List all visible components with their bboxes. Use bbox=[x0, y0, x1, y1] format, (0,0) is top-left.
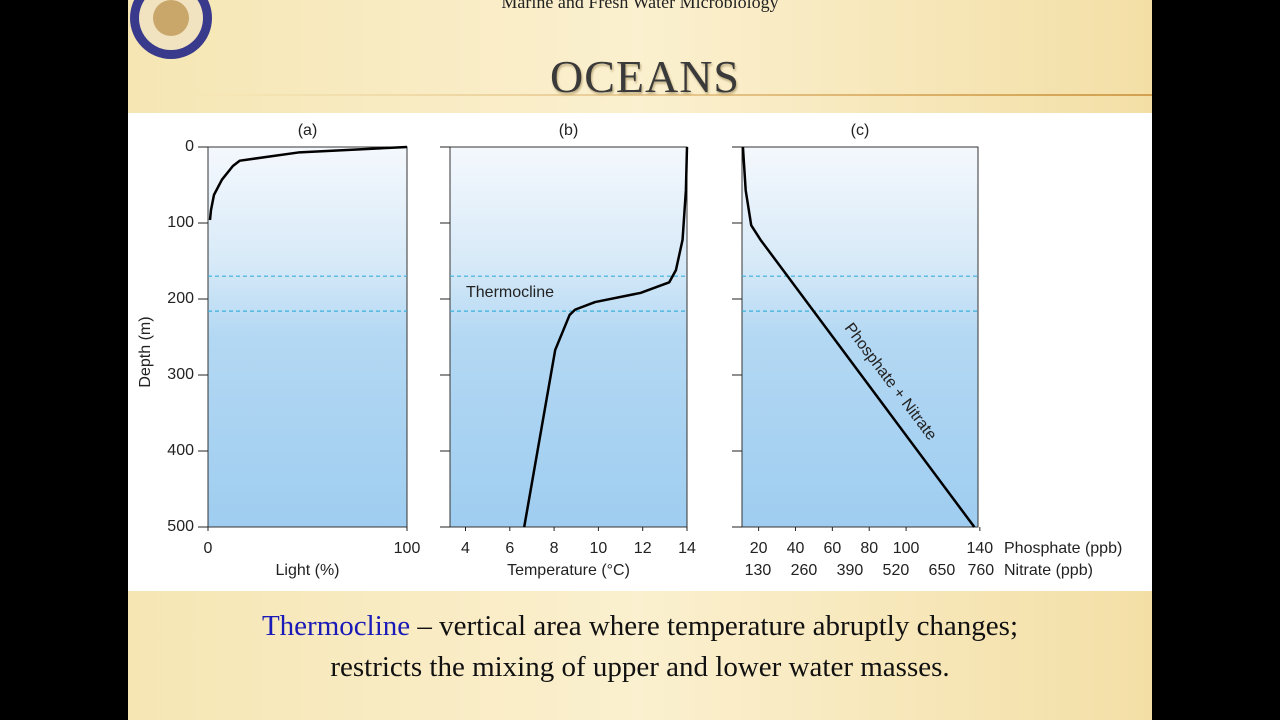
plot-area bbox=[207, 146, 408, 528]
x2-tick-label: 760 bbox=[967, 562, 994, 579]
panel-title: (c) bbox=[851, 122, 870, 139]
x2-tick-label: 520 bbox=[883, 562, 910, 579]
annotation: Thermocline bbox=[466, 284, 554, 301]
x-tick-label: 100 bbox=[893, 540, 920, 557]
x-tick-label: 100 bbox=[394, 540, 421, 557]
x-tick-label: 14 bbox=[678, 540, 696, 557]
x-tick-label: 20 bbox=[750, 540, 768, 557]
profile-line bbox=[741, 146, 976, 528]
caption-term: Thermocline bbox=[261, 610, 411, 642]
x-tick-label: 4 bbox=[461, 540, 470, 557]
x-tick-label: 140 bbox=[966, 540, 993, 557]
y-tick-label: 0 bbox=[185, 138, 194, 155]
panel-title: (a) bbox=[298, 122, 318, 139]
y-axis-label: Depth (m) bbox=[137, 316, 154, 387]
x2-axis-label: Nitrate (ppb) bbox=[1004, 562, 1093, 579]
y-tick-label: 100 bbox=[167, 214, 194, 231]
y-tick-label: 300 bbox=[167, 366, 194, 383]
y-tick-label: 400 bbox=[167, 442, 194, 459]
slide-title: OCEANS bbox=[549, 51, 741, 102]
profile-line bbox=[522, 146, 689, 528]
x-tick-label: 60 bbox=[823, 540, 841, 557]
x-tick-label: 80 bbox=[860, 540, 878, 557]
title-rule bbox=[188, 94, 1152, 96]
x2-tick-label: 650 bbox=[929, 562, 956, 579]
caption: Thermocline – vertical area where temper… bbox=[128, 606, 1152, 688]
caption-text: – vertical area where temperature abrupt… bbox=[417, 610, 1019, 642]
caption-text: restricts the mixing of upper and lower … bbox=[330, 651, 950, 683]
logo bbox=[130, 0, 212, 59]
x-axis-label: Temperature (°C) bbox=[507, 562, 630, 579]
plot-area bbox=[741, 146, 979, 528]
x-tick-label: 10 bbox=[590, 540, 608, 557]
x2-tick-label: 130 bbox=[745, 562, 772, 579]
x-axis-label: Phosphate (ppb) bbox=[1004, 540, 1122, 557]
y-tick-label: 500 bbox=[167, 518, 194, 535]
x2-tick-label: 390 bbox=[837, 562, 864, 579]
plot-area bbox=[449, 146, 688, 528]
x-tick-label: 40 bbox=[787, 540, 805, 557]
panel-title: (b) bbox=[559, 122, 579, 139]
x-axis-label: Light (%) bbox=[275, 562, 339, 579]
x-tick-label: 6 bbox=[505, 540, 514, 557]
slide-header: Marine and Fresh Water Microbiology bbox=[501, 0, 779, 12]
x-tick-label: 8 bbox=[550, 540, 559, 557]
x-tick-label: 12 bbox=[634, 540, 652, 557]
y-tick-label: 200 bbox=[167, 290, 194, 307]
x-tick-label: 0 bbox=[204, 540, 213, 557]
x2-tick-label: 260 bbox=[791, 562, 818, 579]
profile-line bbox=[208, 145, 408, 221]
